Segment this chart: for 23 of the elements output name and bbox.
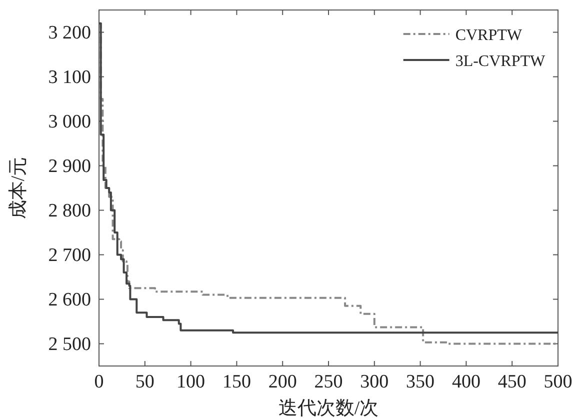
x-axis-title: 迭代次数/次 bbox=[278, 398, 379, 418]
y-tick-label: 3 000 bbox=[48, 111, 91, 132]
x-tick-label: 400 bbox=[452, 371, 480, 392]
y-tick-label: 2 600 bbox=[48, 289, 91, 310]
y-tick-label: 2 800 bbox=[48, 200, 91, 222]
y-axis-title: 成本/元 bbox=[8, 156, 29, 220]
y-tick-label: 2 700 bbox=[48, 244, 91, 266]
legend-label: 3L-CVRPTW bbox=[455, 53, 546, 70]
y-tick-label: 2 500 bbox=[48, 334, 91, 355]
legend-label: CVRPTW bbox=[455, 27, 523, 44]
x-tick-label: 150 bbox=[222, 371, 251, 392]
y-tick-label: 2 900 bbox=[48, 156, 91, 177]
x-tick-label: 300 bbox=[360, 371, 389, 392]
y-tick-label: 3 200 bbox=[48, 22, 91, 44]
x-tick-label: 450 bbox=[498, 371, 526, 392]
x-tick-label: 50 bbox=[135, 371, 154, 392]
x-tick-label: 350 bbox=[406, 371, 435, 392]
x-tick-label: 0 bbox=[94, 371, 104, 392]
x-tick-label: 250 bbox=[314, 371, 343, 392]
x-tick-label: 500 bbox=[544, 371, 572, 392]
x-tick-label: 200 bbox=[268, 371, 297, 392]
x-tick-label: 100 bbox=[176, 371, 206, 392]
y-tick-label: 3 100 bbox=[48, 66, 91, 88]
